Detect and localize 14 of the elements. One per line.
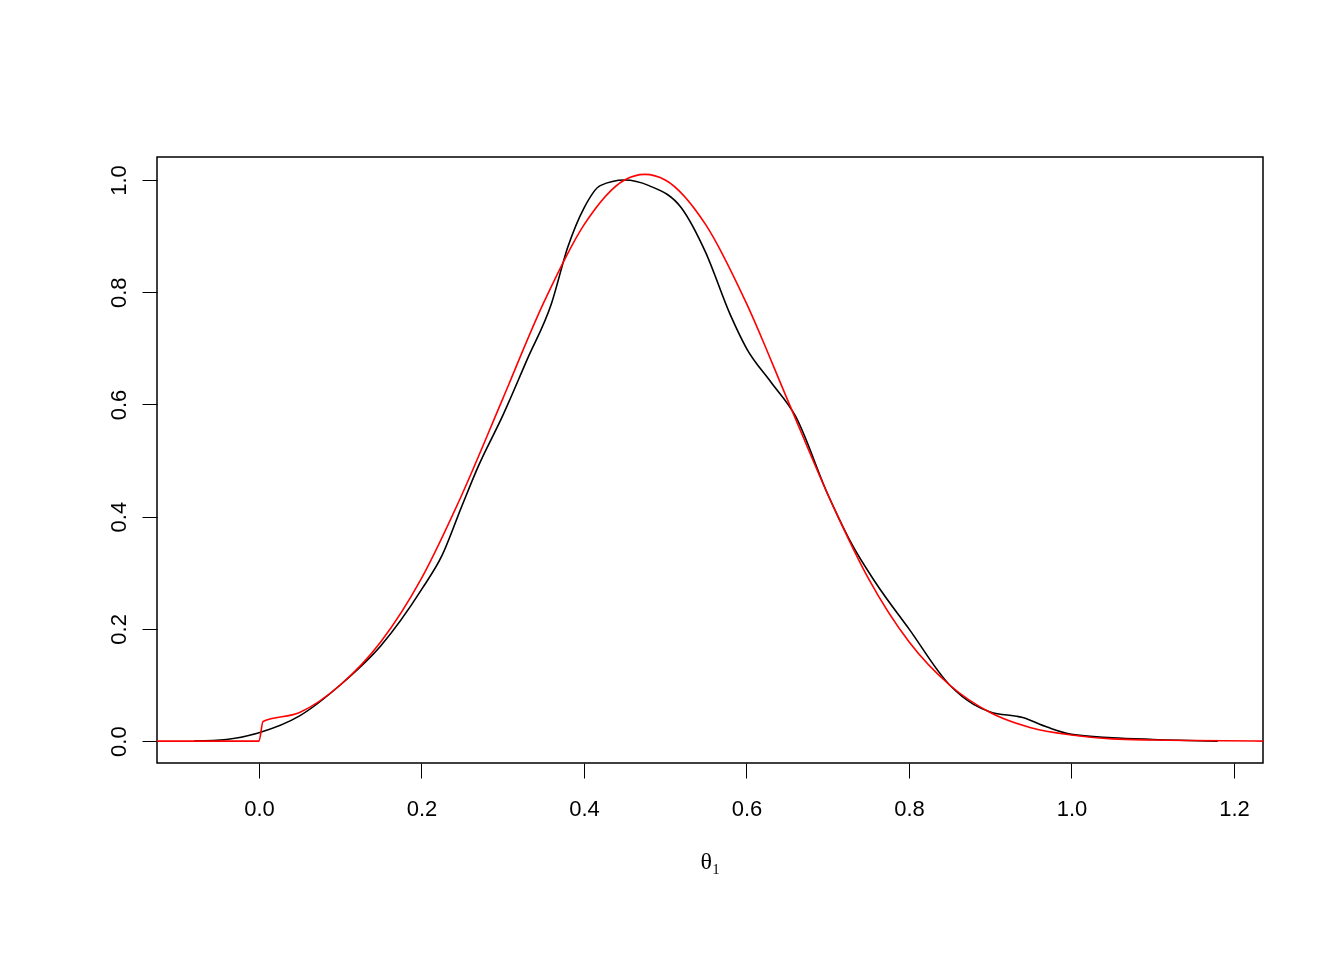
x-tick-label: 1.0 <box>1056 795 1088 821</box>
x-tick-label: 1.2 <box>1219 795 1250 821</box>
x-tick-label: 0.8 <box>894 795 925 821</box>
x-tick-label: 0.2 <box>406 795 438 821</box>
x-axis-title: θ₁ <box>700 847 721 874</box>
y-tick-label: 0.4 <box>105 501 131 533</box>
y-tick-label: 0.2 <box>105 614 131 645</box>
y-tick-label: 0.6 <box>105 389 131 421</box>
x-tick-label: 0.0 <box>244 795 275 821</box>
x-tick-label: 0.6 <box>731 795 763 821</box>
y-tick-label: 0.0 <box>105 726 131 757</box>
x-tick-label: 0.4 <box>569 795 600 821</box>
y-tick-label: 0.8 <box>105 277 131 309</box>
y-tick-label: 1.0 <box>105 165 131 196</box>
